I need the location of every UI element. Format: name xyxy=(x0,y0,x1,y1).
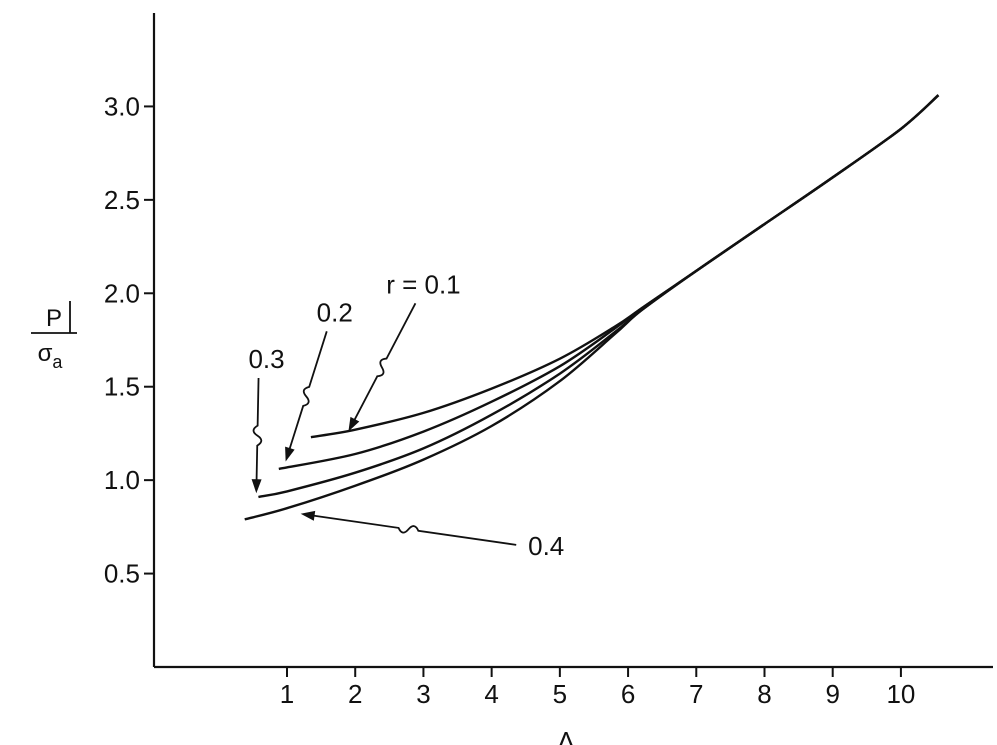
y-axis-ticks: 0.5 1.0 1.5 2.0 2.5 3.0 xyxy=(104,91,154,589)
annotation-arrowhead-1 xyxy=(348,416,360,432)
x-tick-label: 10 xyxy=(886,679,915,709)
x-tick-label: 9 xyxy=(825,679,839,709)
y-axis-label: P σa xyxy=(31,301,77,372)
x-tick-label: 8 xyxy=(757,679,771,709)
y-axis-label-numerator: P xyxy=(46,305,62,332)
annotation-label-2: 0.2 xyxy=(317,297,353,327)
x-tick-label: 5 xyxy=(553,679,567,709)
curves xyxy=(244,94,940,521)
y-tick-label: 0.5 xyxy=(104,559,140,589)
y-tick-label: 1.0 xyxy=(104,465,140,495)
annotation-arrowhead-4 xyxy=(300,510,316,521)
y-tick-label: 2.5 xyxy=(104,185,140,215)
y-tick-label: 1.5 xyxy=(104,372,140,402)
series-line-3 xyxy=(258,94,940,499)
annotation-label-4: 0.4 xyxy=(528,531,564,561)
annotation-arrowhead-2 xyxy=(285,446,295,462)
annotation-leader-3 xyxy=(252,378,263,482)
annotation-leader-4 xyxy=(312,514,517,546)
y-tick-label: 2.0 xyxy=(104,278,140,308)
annotation-arrowhead-3 xyxy=(251,479,262,494)
x-tick-label: 6 xyxy=(621,679,635,709)
annotation-label-1: r = 0.1 xyxy=(386,269,460,299)
annotation-leader-1 xyxy=(353,302,417,422)
series-line-2 xyxy=(278,94,940,471)
x-tick-label: 3 xyxy=(416,679,430,709)
x-axis-ticks: 1 2 3 4 5 6 7 8 9 10 xyxy=(280,667,915,709)
axes xyxy=(152,13,993,669)
x-tick-label: 7 xyxy=(689,679,703,709)
annotation-label-3: 0.3 xyxy=(248,344,284,374)
series-line-4 xyxy=(244,94,940,521)
y-axis-label-denominator: σa xyxy=(38,340,64,372)
y-tick-label: 3.0 xyxy=(104,91,140,121)
annotation-leader-2 xyxy=(288,331,328,451)
x-tick-label: 4 xyxy=(484,679,498,709)
series-line-1 xyxy=(310,94,940,439)
x-tick-label: 1 xyxy=(280,679,294,709)
x-axis-label: Λ xyxy=(557,726,575,745)
annotations: r = 0.1 0.2 0.3 0.4 xyxy=(248,269,564,561)
x-tick-label: 2 xyxy=(348,679,362,709)
